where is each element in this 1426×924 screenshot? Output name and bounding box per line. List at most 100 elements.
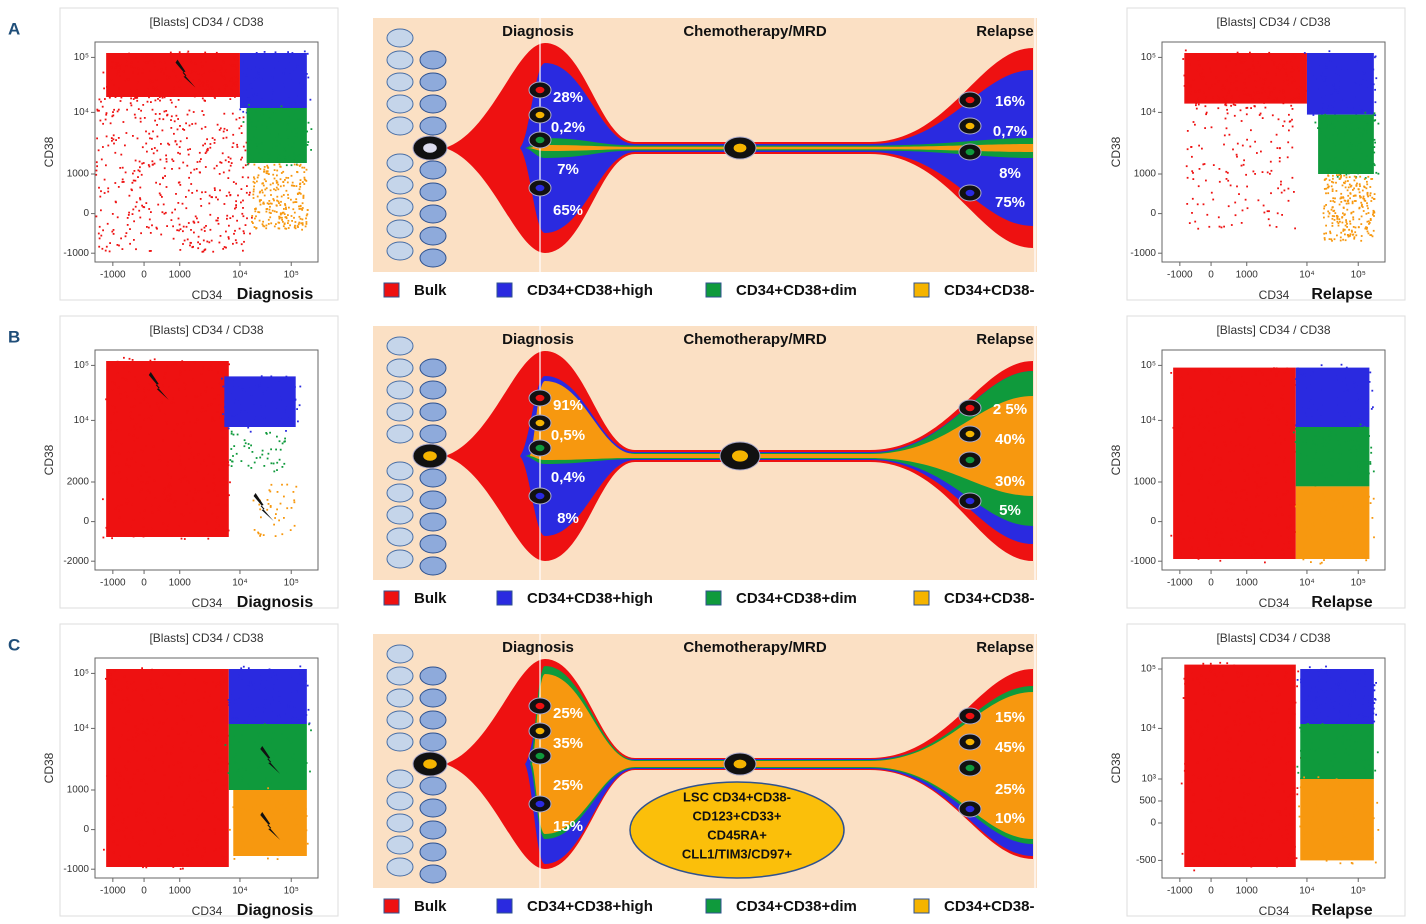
dot: [1321, 494, 1324, 497]
dot: [165, 110, 168, 112]
dot: [208, 438, 211, 440]
dot: [1292, 376, 1295, 379]
dot: [252, 836, 254, 839]
dot: [186, 480, 189, 482]
dot: [1355, 136, 1358, 138]
dot: [1223, 424, 1226, 427]
dot: [1276, 492, 1278, 494]
dot: [271, 112, 274, 115]
dot: [236, 417, 238, 420]
dot: [249, 685, 251, 687]
dot: [1301, 373, 1304, 375]
dot: [300, 795, 302, 798]
dot: [1361, 452, 1363, 455]
dot: [283, 146, 286, 149]
dot: [1354, 97, 1357, 100]
dot: [165, 529, 168, 532]
dot: [220, 462, 222, 465]
cell-nucleus: [535, 86, 545, 94]
dot: [286, 124, 288, 127]
dot: [253, 709, 255, 711]
dot: [1215, 481, 1218, 484]
dot: [183, 801, 185, 803]
dot: [1197, 103, 1200, 106]
dot: [1335, 506, 1337, 508]
dot: [305, 168, 308, 171]
dot: [272, 732, 275, 735]
dot: [1316, 422, 1319, 425]
dot: [225, 84, 228, 87]
dot: [1247, 696, 1249, 698]
dot: [1253, 93, 1256, 96]
dot: [279, 204, 282, 206]
dot: [1324, 113, 1327, 116]
dot: [261, 57, 264, 60]
dot: [1373, 119, 1376, 122]
y-tick-label: 1000: [1134, 169, 1157, 180]
dot: [1249, 94, 1252, 97]
dot: [254, 852, 256, 854]
dot: [140, 464, 143, 467]
dot: [245, 397, 247, 400]
dot: [281, 159, 284, 162]
dot: [1300, 60, 1303, 62]
dot: [302, 708, 304, 711]
dot: [130, 406, 133, 408]
dot: [255, 143, 257, 145]
dot: [1313, 386, 1316, 389]
dot: [279, 696, 281, 699]
dot: [1268, 683, 1271, 686]
dot: [252, 78, 254, 80]
dot: [1311, 416, 1313, 418]
dot: [1292, 858, 1295, 860]
dot: [240, 388, 243, 391]
dot: [1334, 73, 1336, 76]
dot: [176, 423, 179, 426]
dot: [1273, 87, 1276, 90]
dot: [171, 829, 174, 832]
dot: [260, 688, 263, 691]
dot: [206, 240, 209, 243]
dot: [137, 72, 139, 74]
dot: [1371, 235, 1374, 238]
dot: [150, 704, 153, 706]
dot: [294, 838, 296, 840]
dot: [247, 696, 250, 698]
dot: [207, 87, 210, 90]
dot: [301, 737, 303, 740]
dot: [1334, 212, 1337, 214]
dot: [1341, 184, 1344, 187]
dot: [1301, 503, 1304, 505]
dot: [257, 64, 260, 66]
dot: [239, 108, 242, 111]
y-tick-label: 1000: [67, 785, 90, 796]
dot: [1332, 518, 1335, 520]
dot: [137, 385, 140, 388]
dot: [285, 62, 287, 65]
dot: [236, 433, 239, 436]
dot: [156, 402, 159, 405]
dot: [1362, 197, 1365, 200]
dot: [1278, 371, 1280, 374]
dot: [259, 675, 261, 678]
dot: [203, 681, 205, 684]
dot: [125, 751, 128, 754]
dot: [140, 694, 143, 697]
dot: [1286, 526, 1288, 529]
dot: [107, 190, 110, 193]
dot: [134, 376, 136, 379]
dot: [1345, 176, 1348, 179]
dot: [1354, 226, 1357, 229]
dot: [112, 472, 115, 474]
dot: [166, 365, 168, 368]
dot: [1360, 215, 1363, 218]
dot: [198, 171, 201, 174]
dot: [109, 122, 112, 125]
dot: [1326, 500, 1328, 503]
dot: [288, 834, 291, 837]
dot: [292, 208, 295, 211]
dot: [1206, 729, 1209, 732]
dot: [203, 226, 206, 229]
dot: [1347, 186, 1350, 189]
dot: [1304, 506, 1307, 509]
